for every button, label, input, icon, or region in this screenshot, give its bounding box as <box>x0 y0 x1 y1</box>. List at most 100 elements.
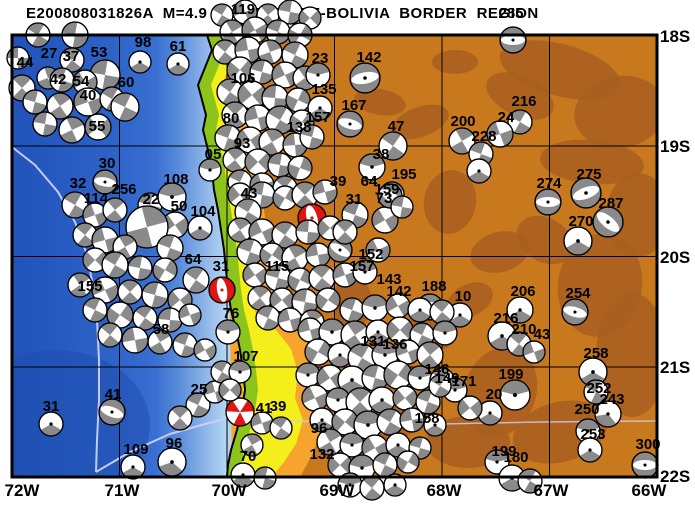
depth-label: 64 <box>185 251 202 268</box>
focal-mechanism-beachball <box>390 195 414 219</box>
lat-axis-label: 19S <box>660 137 690 156</box>
axis-layer: 72W 71W 70W 69W 68W 67W 66W 18S 19S 20S 21S 22S <box>5 27 691 500</box>
depth-label: 05 <box>205 146 222 163</box>
focal-mechanism-beachball <box>371 341 399 369</box>
depth-label: 109 <box>123 441 148 458</box>
depth-label: 243 <box>599 391 624 408</box>
focal-mechanism-beachball <box>187 215 213 241</box>
depth-label: 152 <box>358 246 383 263</box>
depth-label: 41 <box>256 400 273 417</box>
depth-label: 287 <box>598 195 623 212</box>
focal-mechanism-beachball <box>304 338 332 366</box>
focal-mechanism-beachball <box>272 185 298 211</box>
depth-label: 142 <box>386 283 411 300</box>
depth-label: 39 <box>330 173 347 190</box>
focal-mechanism-beachball <box>240 433 264 457</box>
depth-label: 106 <box>230 70 255 87</box>
depth-label: 158 <box>414 410 439 427</box>
focal-mechanism-beachball <box>307 95 333 121</box>
focal-mechanism-beachball <box>215 319 241 345</box>
focal-mechanism-beachball <box>156 234 184 262</box>
depth-label: 53 <box>91 44 108 61</box>
lon-axis-label: 71W <box>105 481 141 500</box>
depth-label: 256 <box>111 181 136 198</box>
focal-mechanism-beachball <box>358 153 386 181</box>
focal-mechanism-beachball <box>534 188 562 216</box>
depth-label: 275 <box>576 166 601 183</box>
depth-label: 41 <box>105 386 122 403</box>
lat-axis-label: 20S <box>660 248 690 267</box>
depth-label: 188 <box>421 278 446 295</box>
focal-mechanism-beachball <box>152 257 178 283</box>
depth-label: 96 <box>311 420 328 437</box>
focal-mechanism-beachball <box>225 397 255 427</box>
focal-mechanism-beachball <box>499 26 527 54</box>
depth-label: 43 <box>241 185 258 202</box>
focal-mechanism-beachball <box>226 56 254 84</box>
focal-mechanism-beachball <box>127 255 153 281</box>
focal-mechanism-beachball <box>228 360 252 384</box>
focal-mechanism-beachball <box>578 357 608 387</box>
depth-label: 24 <box>498 109 515 126</box>
depth-label: 98 <box>135 34 152 51</box>
focal-mechanism-beachball <box>244 148 272 176</box>
focal-mechanism-beachball <box>522 340 546 364</box>
lon-axis-label: 67W <box>534 481 570 500</box>
focal-mechanism-beachball <box>295 219 321 245</box>
depth-label: 157 <box>305 109 330 126</box>
depth-label: 104 <box>190 203 216 220</box>
depth-label: 31 <box>43 398 60 415</box>
depth-label: 228 <box>471 128 496 145</box>
focal-mechanism-beachball <box>82 297 108 323</box>
depth-label: 107 <box>233 348 258 365</box>
focal-mechanism-beachball <box>120 454 146 480</box>
focal-mechanism-beachball <box>432 320 458 346</box>
depth-label: 171 <box>451 373 476 390</box>
focal-mechanism-beachball <box>349 62 381 94</box>
depth-label: 149 <box>434 370 459 387</box>
focal-mechanism-beachball <box>110 92 140 122</box>
focal-mechanism-beachball <box>577 437 603 463</box>
focal-mechanism-beachball <box>365 237 391 263</box>
focal-mechanism-beachball <box>594 400 622 428</box>
focal-mechanism-beachball <box>631 451 659 479</box>
focal-mechanism-beachball <box>157 447 187 477</box>
focal-mechanism-beachball <box>457 395 483 421</box>
depth-label: 39 <box>270 398 287 415</box>
focal-mechanism-beachball <box>22 89 48 115</box>
focal-mechanism-beachball <box>416 341 444 369</box>
focal-mechanism-beachball <box>448 127 476 155</box>
depth-label: 108 <box>163 171 188 188</box>
lat-axis-label: 18S <box>660 27 690 46</box>
depth-label: 206 <box>510 283 535 300</box>
depth-label: 119 <box>231 1 255 18</box>
focal-mechanism-beachball <box>583 379 609 405</box>
focal-mechanism-beachball <box>84 113 112 141</box>
focal-mechanism-beachball <box>166 52 190 76</box>
focal-mechanism-beachball <box>325 387 351 413</box>
depth-label: 136 <box>382 336 407 353</box>
depth-label: 200 <box>450 113 475 130</box>
depth-label: 22 <box>143 191 160 208</box>
focal-mechanism-beachball <box>157 307 183 333</box>
depth-label: 270 <box>568 213 593 230</box>
focal-mechanism-beachball <box>236 238 264 266</box>
depth-label: 73 <box>376 190 393 207</box>
focal-mechanism-beachball <box>423 413 447 437</box>
depth-label: 10 <box>455 288 472 305</box>
focal-mechanism-beachball <box>157 182 187 212</box>
focal-mechanism-beachball <box>359 475 385 501</box>
focal-mechanism-beachball <box>59 47 85 73</box>
depth-label: 146 <box>424 361 449 378</box>
focal-mechanism-beachball <box>332 219 358 245</box>
depth-label: 300 <box>635 436 660 453</box>
lat-axis-label: 21S <box>660 358 690 377</box>
depth-label: 64 <box>361 173 378 190</box>
depth-label: 25 <box>191 381 208 398</box>
focal-mechanism-beachball <box>486 120 514 148</box>
depth-label: 114 <box>84 190 109 207</box>
focal-mechanism-beachball <box>407 365 433 391</box>
depth-label: 93 <box>234 135 251 152</box>
lat-axis-label: 22S <box>660 467 690 486</box>
